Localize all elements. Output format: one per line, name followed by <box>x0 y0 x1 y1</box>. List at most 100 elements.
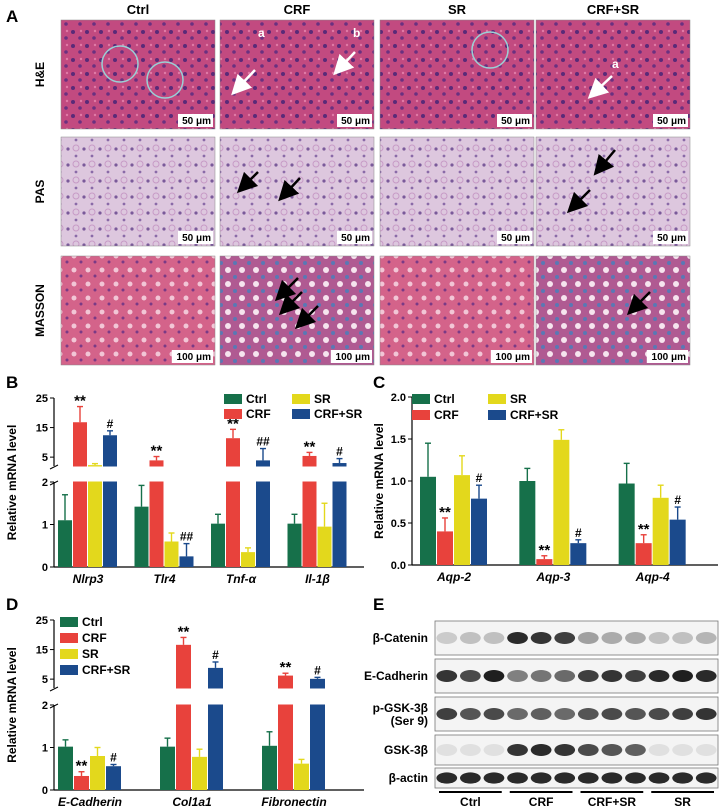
blot-band <box>530 632 552 644</box>
blot-band <box>695 632 717 644</box>
bar <box>164 541 179 567</box>
histology-column-label: SR <box>448 2 467 17</box>
significance-marker: ** <box>439 504 451 521</box>
bar <box>192 756 207 790</box>
blot-band <box>483 708 505 720</box>
x-tick-label: Aqp-2 <box>436 570 471 584</box>
bar <box>211 523 225 567</box>
x-tick-label: Col1a1 <box>172 795 212 809</box>
significance-marker: ## <box>256 435 270 449</box>
micrograph <box>60 19 216 130</box>
micrograph <box>379 19 535 130</box>
histology-row-label: H&E <box>33 62 47 87</box>
blot-band <box>554 670 576 682</box>
scale-bar-label: 100 μm <box>336 352 371 363</box>
blot-band <box>483 744 505 756</box>
blot-band <box>625 632 646 644</box>
legend-swatch <box>488 394 506 404</box>
blot-band <box>483 772 505 784</box>
scale-bar-label: 100 μm <box>177 352 212 363</box>
legend-label: CRF+SR <box>510 408 559 422</box>
scale-bar-box <box>178 114 213 127</box>
histology-row-label: PAS <box>33 180 47 204</box>
bar <box>454 475 470 565</box>
scale-bar-label: 50 μm <box>501 233 530 244</box>
glomerulus-outline <box>101 45 139 83</box>
blot-band <box>577 670 599 682</box>
blot-band <box>459 670 481 682</box>
legend-label: CRF <box>434 408 459 422</box>
x-tick-label: Il-1β <box>305 572 330 586</box>
bar <box>88 465 102 567</box>
blot-band <box>577 632 599 644</box>
blot-band <box>672 632 694 644</box>
arrow-label: b <box>353 26 360 40</box>
legend-swatch <box>412 394 430 404</box>
legend-label: Ctrl <box>246 392 267 406</box>
significance-marker: ** <box>638 521 650 538</box>
legend-swatch <box>412 410 430 420</box>
x-tick-label: Tlr4 <box>153 572 175 586</box>
blot-group-label: CRF+SR <box>588 795 637 809</box>
y-tick-label: 5 <box>42 452 48 464</box>
significance-marker: ** <box>538 542 550 559</box>
blot-band <box>577 772 599 784</box>
significance-marker: ** <box>280 659 292 676</box>
western-blot-panel-e: β-Catenin E-Cadherin p-GSK-3β (Ser 9) GSK-3β… <box>364 620 719 809</box>
blot-band <box>601 670 623 682</box>
arrow-annotation <box>593 149 616 176</box>
bar-break-gap <box>309 688 326 705</box>
bar <box>332 463 347 567</box>
blot-strip <box>434 696 719 732</box>
blot-band <box>625 708 646 720</box>
blot-band <box>695 708 717 720</box>
scale-bar-label: 50 μm <box>657 233 686 244</box>
legend-label: SR <box>314 392 331 406</box>
blot-band <box>648 772 670 784</box>
scale-bar-box <box>178 231 213 244</box>
bar <box>618 483 635 565</box>
blot-protein-label: β-actin <box>389 771 428 785</box>
blot-group-label: SR <box>674 795 691 809</box>
axis-break <box>49 464 59 470</box>
y-tick-label: 1.5 <box>391 434 406 446</box>
scale-bar-box <box>653 114 688 127</box>
significance-marker: ** <box>227 415 239 432</box>
legend-label: Ctrl <box>82 615 103 629</box>
arrow-label: a <box>258 26 265 40</box>
bar <box>635 543 652 565</box>
micrograph <box>219 136 375 247</box>
bar <box>179 556 194 567</box>
blot-band <box>436 632 458 644</box>
bar <box>103 435 117 567</box>
legend-swatch <box>292 409 310 419</box>
glomerulus-outline <box>471 31 509 69</box>
arrow-annotation <box>231 69 256 96</box>
bar-break-gap <box>149 466 164 482</box>
micrograph <box>379 136 535 247</box>
y-tick-label: 2 <box>42 700 48 712</box>
blot-band <box>577 744 599 756</box>
blot-band <box>507 744 528 756</box>
blot-band <box>601 744 623 756</box>
arrow-annotation <box>278 177 301 202</box>
bar <box>256 460 270 567</box>
blot-band <box>483 670 505 682</box>
micrograph <box>219 19 375 130</box>
scale-bar-label: 100 μm <box>496 352 531 363</box>
blot-band <box>554 708 576 720</box>
arrow-annotation <box>566 189 591 214</box>
bar-break-gap <box>277 688 294 705</box>
blot-band <box>530 708 552 720</box>
bar <box>570 543 587 565</box>
bar-break-gap <box>255 466 271 482</box>
blot-band <box>436 670 458 682</box>
significance-marker: # <box>336 445 343 459</box>
significance-marker: # <box>107 417 114 431</box>
bar <box>226 438 240 567</box>
micrograph <box>535 255 691 366</box>
bar <box>310 678 325 790</box>
blot-strip <box>434 734 719 766</box>
y-axis-label: Relative mRNA level <box>5 647 19 763</box>
